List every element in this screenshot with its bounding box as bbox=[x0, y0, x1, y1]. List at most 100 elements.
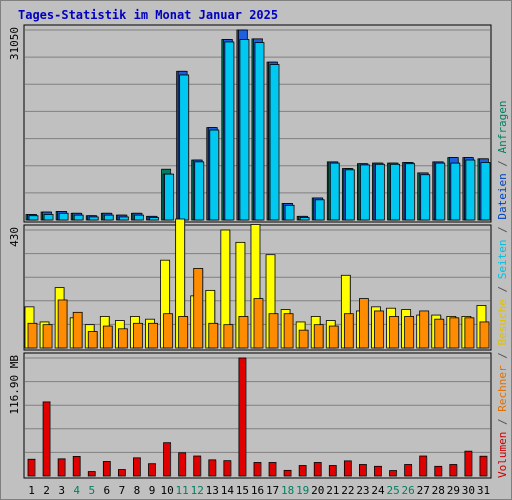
bar-volumen-day-30 bbox=[464, 450, 473, 477]
bar-rechner-day-21 bbox=[328, 325, 339, 349]
bar-seiten-day-13 bbox=[209, 129, 220, 221]
bar-seiten-day-28 bbox=[435, 162, 446, 221]
bar-seiten-day-20 bbox=[314, 199, 325, 221]
bar-seiten-day-24 bbox=[375, 163, 385, 221]
bar-seiten-day-5 bbox=[88, 216, 99, 221]
bar-volumen-day-6 bbox=[102, 461, 111, 477]
legend-part: / bbox=[496, 346, 509, 366]
bar-rechner-day-15 bbox=[238, 316, 249, 349]
bar-rechner-day-29 bbox=[449, 317, 460, 349]
bar-seiten-day-30 bbox=[465, 159, 476, 221]
legend-part: / bbox=[496, 153, 509, 173]
x-tick-label-day-20: 20 bbox=[311, 484, 324, 497]
legend-part: Besuche bbox=[496, 299, 509, 345]
bar-seiten-day-8 bbox=[134, 214, 144, 221]
bar-rechner-day-8 bbox=[133, 322, 143, 349]
bar-volumen-day-28 bbox=[434, 465, 443, 477]
x-tick-label-day-18: 18 bbox=[281, 484, 294, 497]
bar-rechner-day-18 bbox=[283, 313, 294, 349]
x-tick-label-day-6: 6 bbox=[104, 484, 111, 497]
bar-seiten-day-16 bbox=[254, 42, 265, 221]
x-tick-label-day-1: 1 bbox=[28, 484, 35, 497]
bar-seiten-day-27 bbox=[420, 174, 431, 221]
panel-frame bbox=[23, 352, 492, 479]
bar-rechner-day-25 bbox=[389, 316, 399, 349]
bar-seiten-day-15 bbox=[239, 39, 250, 221]
bar-volumen-day-18 bbox=[283, 469, 292, 477]
legend: Volumen / Rechner / Besuche / Seiten / D… bbox=[496, 100, 509, 478]
bar-seiten-day-9 bbox=[149, 217, 159, 221]
bar-seiten-day-21 bbox=[329, 162, 340, 221]
legend-text: Volumen / Rechner / Besuche / Seiten / D… bbox=[496, 100, 509, 478]
x-tick-label-day-14: 14 bbox=[221, 484, 235, 497]
bar-seiten-day-4 bbox=[73, 214, 84, 221]
bar-seiten-day-11 bbox=[179, 74, 190, 221]
x-tick-label-day-9: 9 bbox=[149, 484, 156, 497]
bar-seiten-day-1 bbox=[28, 215, 39, 221]
x-tick-label-day-10: 10 bbox=[160, 484, 173, 497]
bar-volumen-day-5 bbox=[87, 471, 96, 477]
x-tick-label-day-31: 31 bbox=[477, 484, 490, 497]
panel-volume: 116.90 MB bbox=[8, 352, 492, 479]
bar-rechner-day-5 bbox=[87, 331, 98, 349]
bar-volumen-day-1 bbox=[27, 458, 36, 477]
bar-rechner-day-6 bbox=[102, 325, 113, 349]
x-tick-label-day-27: 27 bbox=[417, 484, 430, 497]
x-tick-label-day-23: 23 bbox=[356, 484, 369, 497]
bar-volumen-day-13 bbox=[208, 459, 217, 477]
bar-seiten-day-14 bbox=[224, 41, 235, 221]
bar-volumen-day-9 bbox=[148, 463, 156, 477]
bar-volumen-day-21 bbox=[328, 465, 337, 477]
bar-volumen-day-10 bbox=[163, 442, 171, 477]
y-axis-max-label: 430 bbox=[8, 227, 21, 247]
bar-volumen-day-19 bbox=[298, 465, 307, 477]
x-tick-label-day-8: 8 bbox=[134, 484, 141, 497]
bar-volumen-day-2 bbox=[42, 401, 51, 477]
bar-volumen-day-26 bbox=[404, 464, 413, 477]
bar-seiten-day-29 bbox=[450, 162, 461, 221]
bar-volumen-day-11 bbox=[178, 452, 187, 477]
bar-rechner-day-19 bbox=[298, 329, 309, 349]
bar-volumen-day-17 bbox=[268, 462, 277, 477]
bar-seiten-day-3 bbox=[58, 212, 69, 221]
bar-rechner-day-13 bbox=[208, 322, 219, 349]
bar-rechner-day-27 bbox=[419, 310, 430, 349]
bar-volumen-day-31 bbox=[479, 455, 488, 477]
x-tick-label-day-7: 7 bbox=[119, 484, 126, 497]
bar-volumen-day-15 bbox=[238, 357, 247, 477]
legend-part: Dateien bbox=[496, 173, 509, 219]
bar-volumen-day-20 bbox=[313, 462, 322, 477]
bar-seiten-day-17 bbox=[269, 64, 280, 221]
panel-requests: 31050 bbox=[8, 24, 492, 223]
x-tick-label-day-3: 3 bbox=[58, 484, 65, 497]
bar-seiten-day-23 bbox=[360, 164, 370, 221]
bar-rechner-day-3 bbox=[57, 299, 68, 349]
x-tick-label-day-11: 11 bbox=[176, 484, 189, 497]
bar-volumen-day-24 bbox=[374, 465, 382, 477]
bar-volumen-day-12 bbox=[193, 455, 202, 477]
bar-rechner-day-17 bbox=[268, 313, 279, 349]
bar-volumen-day-29 bbox=[449, 464, 458, 477]
bar-rechner-day-30 bbox=[464, 317, 475, 349]
bar-rechner-day-16 bbox=[253, 298, 264, 349]
bar-volumen-day-14 bbox=[223, 460, 232, 477]
bar-rechner-day-4 bbox=[72, 311, 83, 349]
x-tick-label-day-2: 2 bbox=[43, 484, 50, 497]
x-tick-label-day-4: 4 bbox=[73, 484, 80, 497]
bar-seiten-day-10 bbox=[164, 173, 174, 221]
bar-rechner-day-28 bbox=[434, 318, 445, 349]
legend-part: / bbox=[496, 412, 509, 432]
x-tick-label-day-17: 17 bbox=[266, 484, 279, 497]
bar-volumen-day-3 bbox=[57, 458, 66, 477]
x-tick-label-day-13: 13 bbox=[206, 484, 219, 497]
bar-rechner-day-26 bbox=[404, 316, 415, 349]
x-tick-label-day-26: 26 bbox=[402, 484, 415, 497]
bar-seiten-day-7 bbox=[118, 216, 129, 221]
x-tick-label-day-16: 16 bbox=[251, 484, 264, 497]
bar-volumen-day-7 bbox=[117, 469, 126, 477]
x-tick-label-day-15: 15 bbox=[236, 484, 249, 497]
x-tick-label-day-30: 30 bbox=[462, 484, 475, 497]
bar-seiten-day-25 bbox=[390, 163, 400, 221]
